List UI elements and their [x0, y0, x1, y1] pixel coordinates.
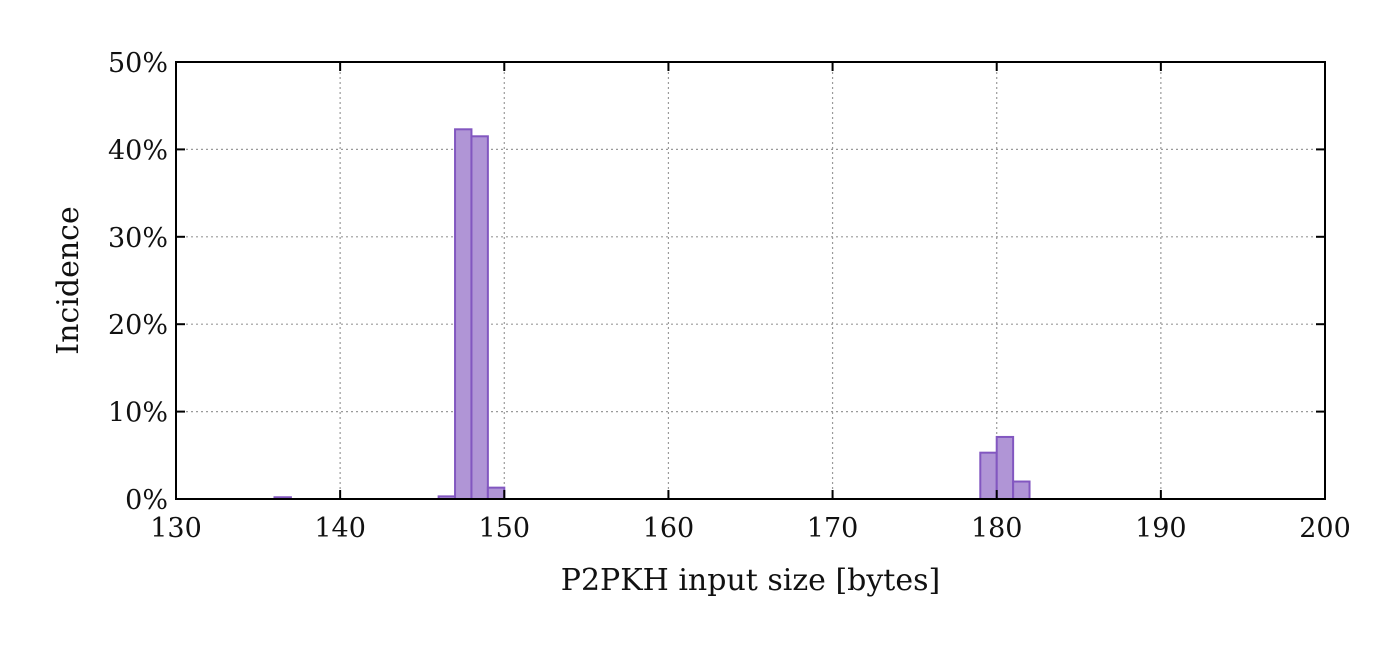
histogram-bar [979, 451, 998, 501]
grid-lines [176, 62, 1325, 499]
y-tick-label: 10% [108, 398, 168, 429]
y-tick-label: 30% [108, 223, 168, 254]
histogram-bar [995, 435, 1015, 501]
y-tick-label: 20% [108, 310, 168, 341]
x-tick-label: 200 [1299, 513, 1351, 544]
x-axis-title: P2PKH input size [bytes] [561, 563, 940, 598]
x-tick-label: 160 [643, 513, 695, 544]
x-tick-label: 140 [314, 513, 366, 544]
histogram-bar [1012, 480, 1031, 500]
y-axis-title: Incidence [51, 206, 86, 354]
x-tick-label: 190 [1135, 513, 1187, 544]
x-tick-label: 180 [971, 513, 1023, 544]
x-tick-label: 170 [807, 513, 859, 544]
x-tick-label: 150 [479, 513, 531, 544]
bars [273, 128, 1031, 501]
histogram-bar [454, 128, 473, 500]
x-tick-labels: 130 140 150 160 170 180 190 200 [150, 513, 1351, 544]
y-tick-label: 0% [125, 485, 168, 516]
y-tick-label: 40% [108, 135, 168, 166]
plot-frame [175, 61, 1326, 500]
histogram-bar [486, 486, 506, 501]
y-tick-labels: 0% 10% 20% 30% 40% 50% [108, 48, 168, 516]
y-tick-label: 50% [108, 48, 168, 79]
histogram-bar [470, 135, 489, 500]
x-tick-label: 130 [150, 513, 202, 544]
axis-ticks [175, 61, 1326, 500]
